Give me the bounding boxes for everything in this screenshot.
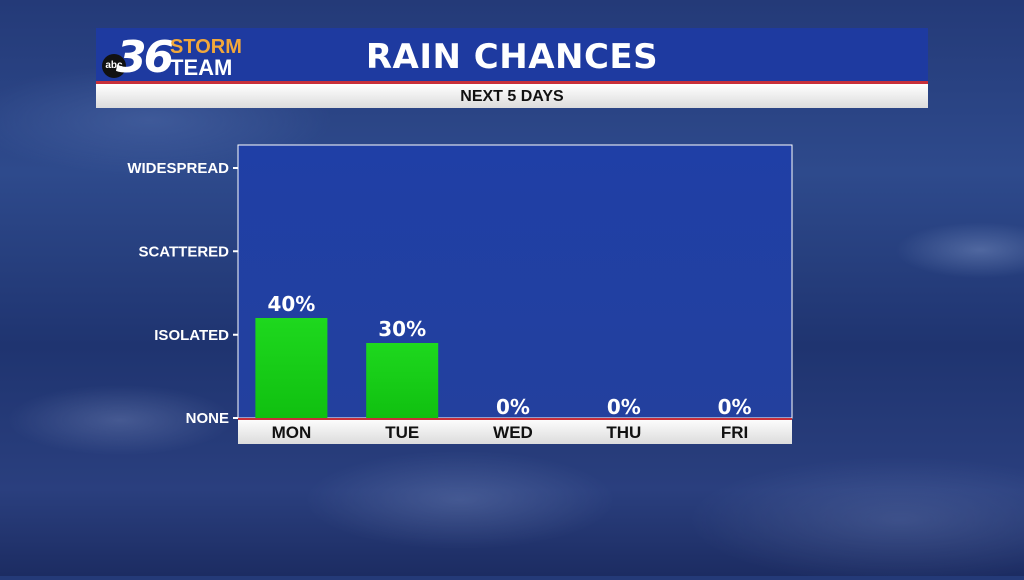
y-tick-label-widespread: WIDESPREAD — [127, 160, 229, 177]
bar-mon — [255, 318, 328, 418]
value-label-mon: 40% — [267, 292, 315, 316]
value-label-wed: 0% — [496, 395, 530, 419]
x-tick-label-fri: FRI — [721, 423, 748, 442]
x-axis-band — [238, 418, 792, 444]
logo-storm-text: STORM — [170, 36, 242, 58]
plot-area — [237, 144, 793, 419]
x-tick-label-tue: TUE — [385, 423, 419, 442]
header-bar — [96, 28, 928, 84]
bar-tue — [366, 343, 439, 418]
logo-team-text: TEAM — [170, 55, 233, 80]
station-logo: abc 36 STORM TEAM — [102, 32, 252, 83]
value-label-thu: 0% — [607, 395, 641, 419]
x-tick-label-mon: MON — [272, 423, 312, 442]
logo-number: 36 — [116, 32, 174, 83]
value-label-fri: 0% — [718, 395, 752, 419]
chart-title: RAIN CHANCES — [365, 37, 659, 77]
chart-subtitle: NEXT 5 DAYS — [96, 84, 928, 108]
y-tick-label-scattered: SCATTERED — [138, 243, 229, 260]
value-label-tue: 30% — [378, 317, 426, 341]
abc-logo-icon: abc — [102, 54, 126, 78]
x-tick-label-thu: THU — [606, 423, 641, 442]
y-tick-label-none: NONE — [186, 410, 229, 427]
x-tick-label-wed: WED — [493, 423, 533, 442]
y-tick-label-isolated: ISOLATED — [154, 327, 229, 344]
